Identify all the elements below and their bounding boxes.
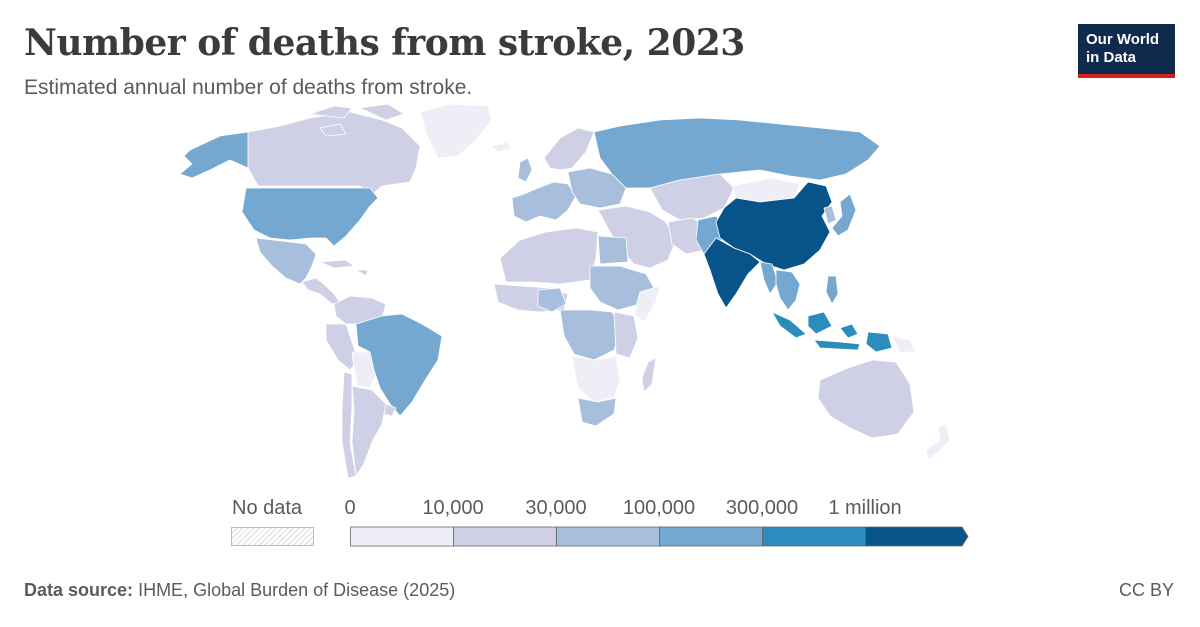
region-uk[interactable] bbox=[517, 157, 533, 183]
chart-title: Number of deaths from stroke, 2023 bbox=[24, 22, 745, 64]
region-north-africa[interactable] bbox=[499, 227, 599, 285]
legend-bin-1[interactable] bbox=[453, 526, 557, 547]
region-myanmar[interactable] bbox=[759, 261, 779, 295]
legend-bin-3[interactable] bbox=[659, 526, 763, 547]
owid-logo[interactable]: Our World in Data bbox=[1078, 24, 1175, 78]
legend-tick-3: 100,000 bbox=[622, 497, 696, 519]
legend-color-bar bbox=[350, 526, 969, 547]
region-png bbox=[891, 335, 917, 353]
region-greenland[interactable] bbox=[419, 103, 493, 159]
legend-tick-4: 300,000 bbox=[725, 497, 799, 519]
chart-subtitle: Estimated annual number of deaths from s… bbox=[24, 76, 473, 99]
region-australia[interactable] bbox=[817, 359, 915, 439]
region-uruguay bbox=[383, 403, 397, 417]
world-map-svg bbox=[179, 103, 951, 479]
region-alaska[interactable] bbox=[179, 131, 253, 179]
legend-tick-0: 0 bbox=[344, 497, 356, 519]
region-madagascar bbox=[641, 357, 657, 393]
region-indonesia[interactable] bbox=[771, 311, 893, 353]
region-mexico[interactable] bbox=[255, 237, 317, 285]
region-eastern-europe[interactable] bbox=[567, 167, 627, 209]
region-nigeria[interactable] bbox=[537, 287, 567, 313]
legend-no-data-swatch bbox=[231, 527, 314, 546]
region-central-africa[interactable] bbox=[559, 309, 623, 361]
legend-bin-4[interactable] bbox=[762, 526, 866, 547]
data-source-text[interactable]: IHME, Global Burden of Disease (2025) bbox=[138, 580, 456, 600]
region-arctic-islands bbox=[309, 103, 405, 137]
logo-line-2: in Data bbox=[1086, 49, 1137, 66]
legend-tick-5: 1 million bbox=[828, 497, 902, 519]
region-somalia bbox=[633, 285, 661, 323]
region-canada[interactable] bbox=[247, 111, 421, 197]
region-india[interactable] bbox=[703, 237, 761, 309]
region-japan[interactable] bbox=[831, 193, 857, 237]
region-argentina[interactable] bbox=[351, 385, 387, 477]
region-philippines[interactable] bbox=[825, 275, 839, 305]
legend-bin-5[interactable] bbox=[865, 526, 969, 547]
legend-tick-2: 30,000 bbox=[525, 497, 587, 519]
region-russia[interactable] bbox=[593, 117, 881, 189]
region-united-states[interactable] bbox=[241, 187, 379, 247]
region-brazil[interactable] bbox=[355, 313, 443, 417]
region-south-africa[interactable] bbox=[577, 397, 617, 427]
data-source: Data source: IHME, Global Burden of Dise… bbox=[24, 580, 455, 601]
region-southeast-asia[interactable] bbox=[775, 269, 801, 311]
region-caribbean bbox=[319, 259, 369, 277]
legend-no-data-label: No data bbox=[232, 497, 303, 519]
region-central-america bbox=[301, 277, 341, 305]
region-korea[interactable] bbox=[823, 205, 837, 225]
region-new-zealand bbox=[925, 423, 951, 461]
legend-bin-0[interactable] bbox=[350, 526, 454, 547]
license-label[interactable]: CC BY bbox=[1118, 580, 1174, 600]
region-east-africa[interactable] bbox=[613, 311, 639, 359]
world-map bbox=[120, 98, 1120, 490]
region-southern-africa[interactable] bbox=[571, 355, 621, 403]
region-egypt[interactable] bbox=[597, 235, 629, 265]
data-source-label: Data source: bbox=[24, 580, 134, 600]
region-western-europe[interactable] bbox=[511, 181, 577, 223]
logo-line-1: Our World bbox=[1086, 31, 1160, 48]
legend-tick-1: 10,000 bbox=[422, 497, 484, 519]
region-scandinavia[interactable] bbox=[543, 127, 595, 171]
legend-bin-2[interactable] bbox=[556, 526, 660, 547]
region-iceland bbox=[491, 141, 513, 153]
